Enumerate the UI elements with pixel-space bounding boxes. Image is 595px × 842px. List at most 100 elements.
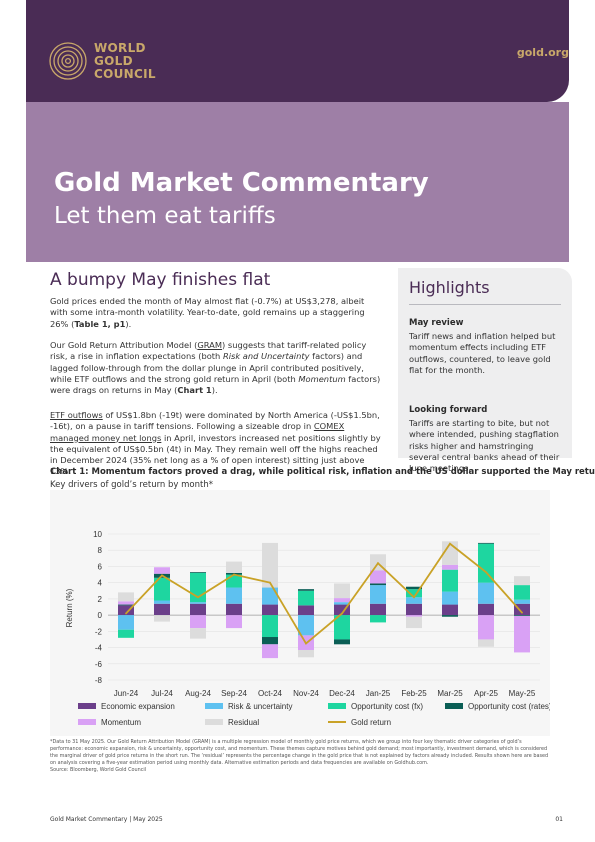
bar-segment [442,564,458,570]
bar-segment [334,602,350,605]
bar-segment [262,644,278,659]
y-tick-label: -8 [95,676,103,685]
x-tick-label: Nov-24 [293,689,319,698]
highlights-divider [409,304,561,305]
gold-return-point [233,573,235,576]
p2-text-1: Our Gold Return Attribution Model ( [50,340,198,350]
highlights-title: Highlights [409,278,490,297]
y-tick-label: 6 [98,562,103,571]
gold-return-point [521,611,523,614]
page-number: 01 [555,816,563,823]
report-subtitle: Let them eat tariffs [54,203,276,229]
bar-segment [190,572,206,573]
bar-segment [442,591,458,605]
bar-segment [334,598,350,603]
bar-segment [298,589,314,591]
highlight-text-looking-forward: Tariffs are starting to bite, but not wh… [409,418,560,474]
bar-segment [514,603,530,616]
bar-segment [298,605,314,616]
x-tick-label: Dec-24 [329,689,355,698]
bar-segment [190,615,206,629]
highlight-text-may-review: Tariff news and inflation helped but mom… [409,331,556,375]
bar-segment [226,561,242,573]
p1-text-1: Gold prices ended the month of May almos… [50,296,365,329]
bar-segment [334,583,350,599]
bar-segment [298,615,314,636]
bar-segment [154,600,170,604]
bar-segment [514,585,530,600]
gold-return-point [269,581,271,584]
gold-return-point [449,542,451,545]
bar-segment [226,587,242,604]
bar-segment [190,602,206,604]
wgc-logo[interactable]: WORLD GOLD COUNCIL [48,41,198,85]
returns-chart: -8 -6 -4 -2 0 2 4 6 8 10 Jun-24 Jul-24 Aug-24 Sep-24… [50,490,550,736]
gold-return-point [485,571,487,574]
bar-segment [118,592,134,602]
bar-segment [370,570,386,584]
bar-segment [154,577,170,601]
bar-segment [118,615,134,630]
bar-segment [406,586,422,590]
legend-swatch [205,703,223,709]
p2-text-4: factors) were drags on returns in May ( [50,373,381,396]
legend-swatch [445,703,463,709]
chart-subtitle: Key drivers of gold’s return by month* [50,480,213,490]
bar-segment [262,587,278,605]
bar-segment [406,597,422,604]
x-tick-label: Sep-24 [221,689,247,698]
comex-link[interactable]: COMEX managed money net longs [50,421,345,443]
x-tick-label: Apr-25 [474,689,499,698]
p3-text-1: of US$1.8bn (-19t) were dominated by Nor… [50,410,380,432]
bar-segment [226,615,242,629]
x-tick-label: May-25 [509,689,536,698]
legend-swatch [205,719,223,725]
p3-text-2: in April, investors increased net positi… [50,432,381,477]
p2-text-5: ). [211,385,218,396]
gram-link[interactable]: GRAM [197,340,223,350]
bar-segment [514,576,530,586]
bar-segment [478,615,494,640]
legend-label: Opportunity cost (rates) [468,702,550,711]
bar-segment [406,616,422,629]
bar-segment [370,583,386,586]
y-tick-label: 0 [98,611,103,620]
p2-text-3: factors) and lagged follow-through from … [50,351,364,384]
source-text: Source: Bloomberg, World Gold Council [50,767,147,773]
highlight-heading-looking-forward: Looking forward [409,405,488,415]
legend-label: Opportunity cost (fx) [351,702,423,711]
bar-segment [478,639,494,647]
bar-segment [478,582,494,604]
gold-return-point [341,612,343,615]
bar-segment [190,628,206,639]
bar-segment [298,649,314,658]
y-tick-label: 4 [98,579,103,588]
y-tick-label: -2 [95,627,103,636]
chart-footnote: *Data to 31 May 2025. Our Gold Return At… [50,739,550,774]
bar-segment [154,615,170,622]
chart-title: Chart 1: Momentum factors proved a drag,… [50,467,595,477]
x-tick-label: Jun-24 [114,689,139,698]
bar-segment [262,542,278,588]
paragraph-1: Gold prices ended the month of May almos… [50,296,383,330]
bar-segment [370,603,386,616]
highlights-panel [398,268,572,458]
bar-segment [370,585,386,604]
bar-segment [334,604,350,616]
bar-segment [442,569,458,592]
legend-label: Momentum [101,718,141,727]
p2-text-2: ) suggests that tariff-related policy ri… [50,340,367,362]
y-tick-label: -6 [95,660,103,669]
p2-italic-1: Risk and Uncertainty [222,351,310,362]
x-tick-label: Aug-24 [185,689,211,698]
bar-segment [226,603,242,616]
site-link[interactable]: gold.org [516,46,569,59]
y-tick-label: 10 [93,530,102,539]
bar-segment [262,615,278,638]
paragraph-3: ETF outflows of US$1.8bn (-19t) were dom… [50,410,383,478]
etf-outflows-link[interactable]: ETF outflows [50,410,103,420]
legend-swatch [78,719,96,725]
hero-band [26,102,569,262]
legend-label: Residual [228,718,259,727]
legend-label: Economic expansion [101,702,175,711]
